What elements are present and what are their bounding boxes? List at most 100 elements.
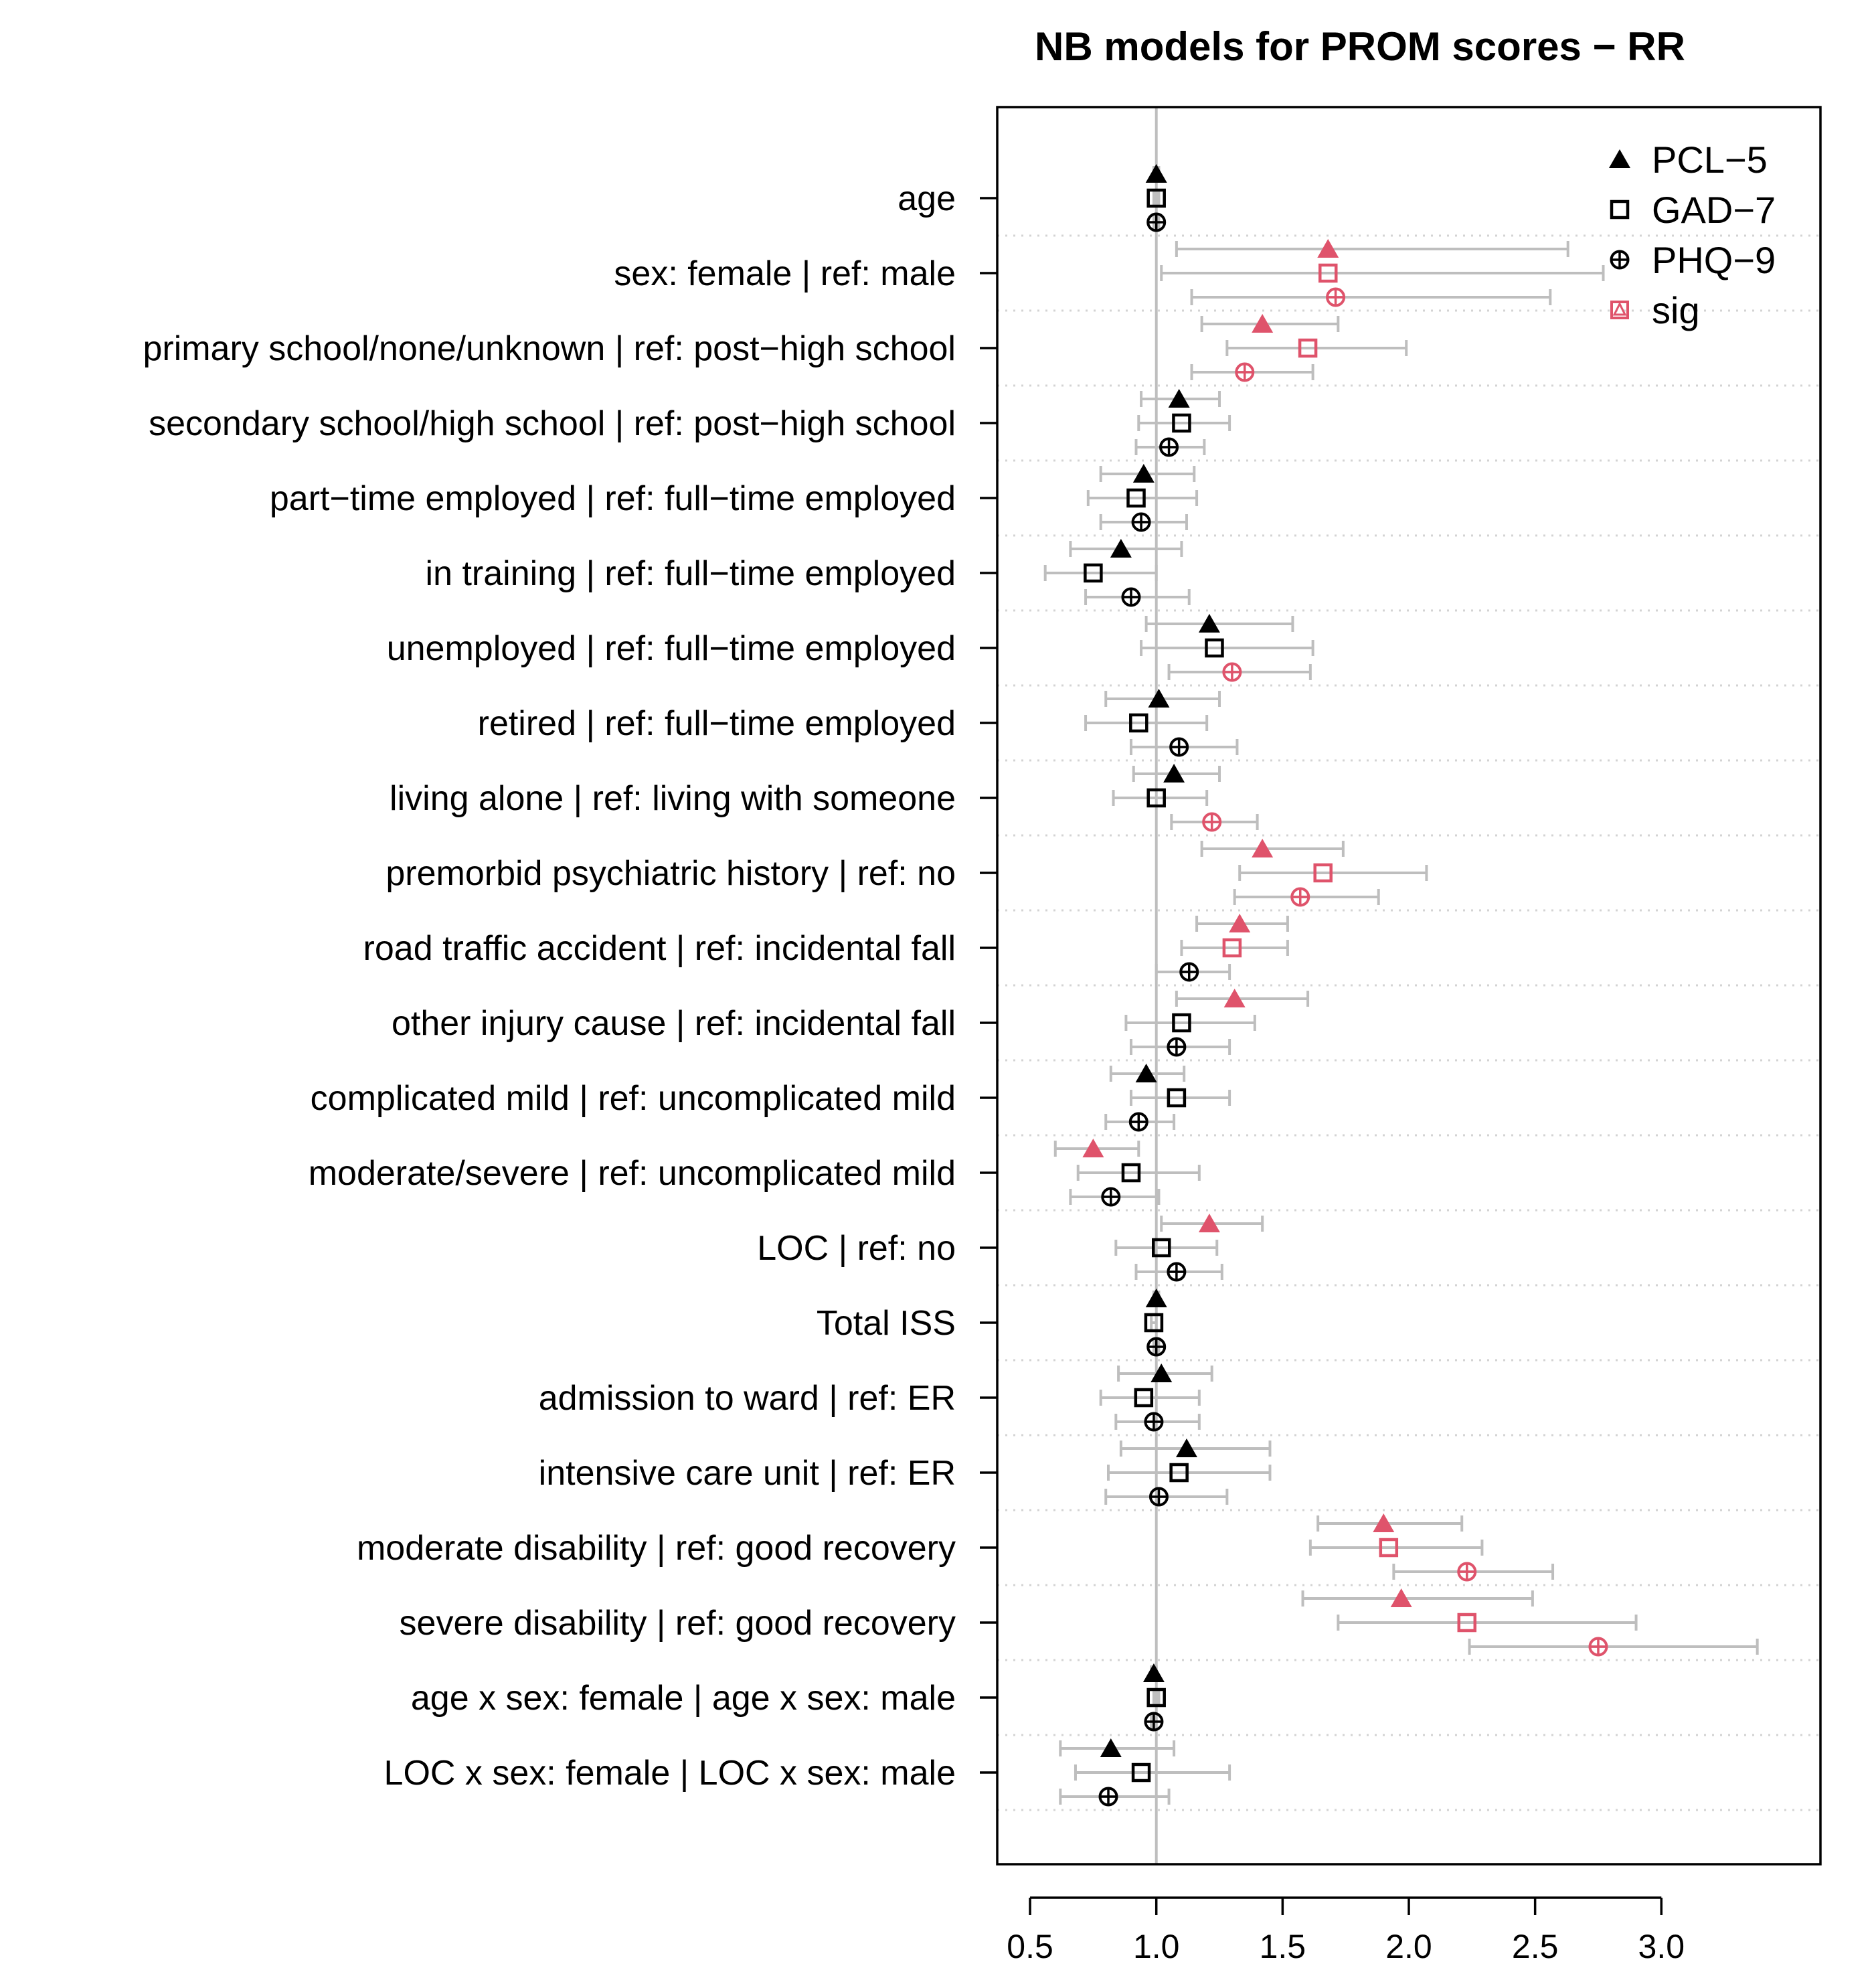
estimate-triangle: [1082, 1139, 1104, 1157]
estimate-triangle: [1223, 989, 1246, 1007]
row-label: age x sex: female | age x sex: male: [411, 1679, 956, 1718]
row-label: moderate/severe | ref: uncomplicated mil…: [309, 1154, 956, 1193]
row-label: moderate disability | ref: good recovery: [357, 1529, 956, 1568]
row-separators: [997, 234, 1820, 1811]
row-label: Total ISS: [817, 1304, 956, 1343]
estimate-square: [1172, 1013, 1191, 1033]
plot-frame: [996, 106, 1822, 1866]
estimate-circle-plus: [1235, 362, 1255, 382]
row-label: part−time employed | ref: full−time empl…: [270, 479, 956, 518]
legend-label: PHQ−9: [1652, 239, 1776, 281]
row-label: premorbid psychiatric history | ref: no: [386, 854, 956, 893]
estimate-square: [1146, 1688, 1166, 1708]
estimate-square: [1205, 638, 1224, 658]
estimate-circle-plus: [1159, 437, 1179, 457]
estimate-square: [1172, 413, 1191, 433]
estimate-circle-plus: [1202, 812, 1222, 832]
row-label: retired | ref: full−time employed: [478, 704, 956, 743]
estimate-triangle: [1100, 1738, 1122, 1757]
x-tick-label: 3.0: [1638, 1928, 1685, 1965]
estimate-triangle: [1150, 1364, 1173, 1382]
legend-marker: [1610, 301, 1629, 319]
estimate-circle-plus: [1457, 1562, 1477, 1582]
row-labels: age sex: female | ref: male primary school…: [143, 179, 997, 1793]
row-label: living alone | ref: living with someone: [390, 779, 956, 818]
chart-title: NB models for PROM scores − RR: [1035, 24, 1685, 69]
legend-marker: [1609, 149, 1630, 168]
legend-label: PCL−5: [1652, 139, 1768, 181]
x-tick-label: 0.5: [1007, 1928, 1053, 1965]
estimate-square: [1169, 1463, 1189, 1483]
estimate-triangle: [1135, 1064, 1157, 1082]
row-label: unemployed | ref: full−time employed: [387, 629, 956, 668]
estimate-circle-plus: [1146, 212, 1167, 232]
estimate-circle-plus: [1148, 1487, 1169, 1507]
row-label: complicated mild | ref: uncomplicated mi…: [311, 1079, 956, 1118]
x-tick-label: 1.0: [1133, 1928, 1180, 1965]
estimate-square: [1131, 1762, 1151, 1783]
estimate-triangle: [1317, 239, 1339, 258]
estimate-square: [1167, 1088, 1187, 1108]
estimate-square: [1298, 338, 1318, 358]
estimate-triangle: [1175, 1438, 1197, 1457]
estimate-circle-plus: [1167, 1262, 1187, 1282]
estimate-square: [1146, 788, 1166, 808]
estimate-circle-plus: [1131, 512, 1151, 532]
x-tick-label: 1.5: [1260, 1928, 1306, 1965]
estimate-triangle: [1390, 1588, 1412, 1607]
row-label: primary school/none/unknown | ref: post−…: [143, 329, 956, 368]
row-label: road traffic accident | ref: incidental …: [363, 929, 956, 968]
estimate-square: [1222, 938, 1242, 958]
estimate-circle-plus: [1179, 962, 1199, 982]
estimate-square: [1151, 1238, 1171, 1258]
estimate-square: [1126, 488, 1146, 508]
estimate-circle-plus: [1098, 1787, 1118, 1807]
estimate-square: [1318, 263, 1338, 283]
estimate-triangle: [1198, 1214, 1220, 1232]
estimate-triangle: [1252, 839, 1274, 857]
legend-marker: [1610, 250, 1630, 270]
estimate-circle-plus: [1222, 662, 1242, 682]
estimate-square: [1457, 1613, 1477, 1633]
estimate-circle-plus: [1167, 1037, 1187, 1057]
estimate-circle-plus: [1101, 1187, 1121, 1207]
estimate-circle-plus: [1144, 1712, 1164, 1732]
estimate-square: [1379, 1538, 1399, 1558]
legend-marker-tri: [1612, 301, 1627, 316]
estimate-circle-plus: [1128, 1112, 1148, 1132]
estimate-square: [1084, 563, 1103, 583]
estimate-square: [1134, 1388, 1154, 1408]
x-axis: 0.5 1.0 1.5 2.0 2.5 3.0: [1007, 1896, 1685, 1965]
estimate-square: [1121, 1163, 1141, 1183]
row-label: admission to ward | ref: ER: [539, 1379, 956, 1418]
row-label: severe disability | ref: good recovery: [400, 1604, 956, 1643]
estimate-circle-plus: [1588, 1637, 1608, 1657]
estimate-triangle: [1145, 164, 1167, 183]
estimate-circle-plus: [1146, 1337, 1167, 1357]
row-label: sex: female | ref: male: [614, 254, 956, 293]
legend-label: sig: [1652, 289, 1700, 331]
estimate-triangle: [1252, 314, 1274, 333]
estimate-square: [1129, 713, 1148, 733]
estimate-triangle: [1163, 764, 1185, 783]
x-tick-label: 2.5: [1512, 1928, 1559, 1965]
row-label: LOC | ref: no: [757, 1229, 956, 1268]
estimate-triangle: [1229, 914, 1251, 932]
legend-marker: [1610, 199, 1630, 220]
estimate-markers: [1082, 164, 1608, 1807]
row-label: secondary school/high school | ref: post…: [149, 404, 956, 443]
row-label: age: [898, 179, 956, 218]
legend-label: GAD−7: [1652, 189, 1776, 231]
row-label: intensive care unit | ref: ER: [539, 1454, 956, 1493]
estimate-triangle: [1373, 1513, 1395, 1532]
estimate-triangle: [1198, 614, 1220, 633]
estimate-triangle: [1168, 389, 1190, 408]
estimate-triangle: [1145, 1289, 1167, 1307]
row-label: in training | ref: full−time employed: [426, 554, 956, 593]
estimate-circle-plus: [1121, 587, 1141, 607]
estimate-circle-plus: [1290, 887, 1310, 907]
estimate-circle-plus: [1144, 1412, 1164, 1432]
estimate-circle-plus: [1326, 287, 1346, 307]
estimate-square: [1144, 1313, 1164, 1333]
